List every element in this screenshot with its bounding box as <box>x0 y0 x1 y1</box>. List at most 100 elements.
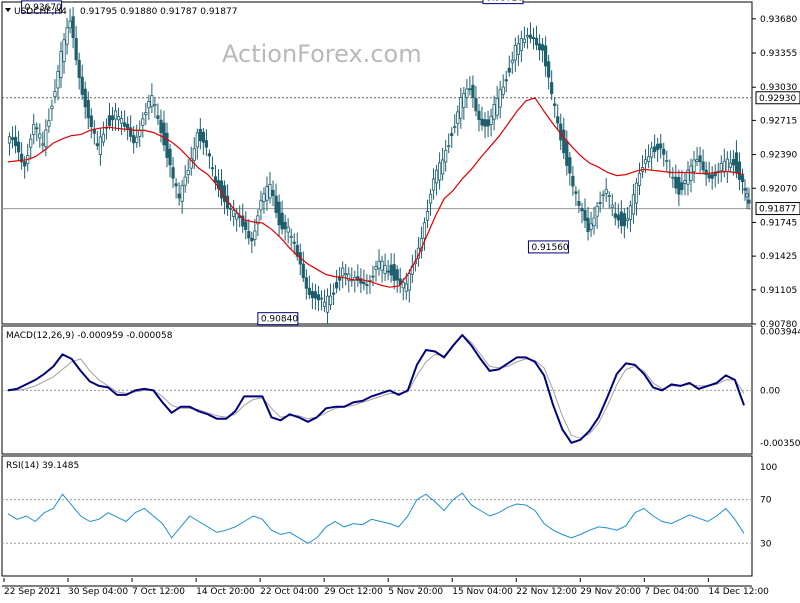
time-tick-label: 22 Nov 12:00 <box>516 587 577 597</box>
price-annotation: 0.91560 <box>527 240 569 254</box>
svg-text:0.92930: 0.92930 <box>759 94 796 104</box>
candle <box>501 74 505 99</box>
candle <box>747 187 751 210</box>
candle <box>656 137 660 163</box>
candle <box>531 27 536 50</box>
candle <box>165 122 169 168</box>
time-tick-label: 14 Dec 12:00 <box>708 587 769 597</box>
price-annotation: 0.93670 <box>21 0 63 14</box>
candle <box>250 231 254 254</box>
candle <box>110 107 115 132</box>
candle <box>322 289 327 312</box>
candle <box>434 164 439 196</box>
candle <box>441 147 445 181</box>
macd-tick-label: -0.003506 <box>760 439 800 449</box>
price-annotation: 0.90840 <box>257 312 299 326</box>
candle <box>335 269 339 294</box>
candle <box>116 107 121 132</box>
candle <box>26 143 30 172</box>
candle <box>486 110 490 138</box>
candle <box>398 267 402 294</box>
candle <box>456 105 460 136</box>
candle <box>183 165 187 193</box>
price-frame <box>1 1 753 325</box>
candle <box>662 142 666 167</box>
candle <box>29 133 33 160</box>
candle <box>438 152 442 190</box>
candle <box>465 79 469 108</box>
candle <box>177 182 181 206</box>
candle <box>468 76 472 96</box>
candle <box>547 54 551 90</box>
candle <box>35 122 39 142</box>
candle <box>522 26 527 48</box>
candle <box>450 127 454 148</box>
candle <box>583 198 587 228</box>
time-tick-label: 14 Oct 20:00 <box>196 587 255 597</box>
candle <box>492 95 496 131</box>
candle <box>592 206 596 235</box>
candle <box>259 190 263 221</box>
symbol-dropdown-icon[interactable] <box>5 8 11 12</box>
candle <box>713 164 717 188</box>
macd-title: MACD(12,26,9) -0.000959 -0.000058 <box>6 331 173 341</box>
candle <box>77 52 81 90</box>
candle <box>674 164 678 194</box>
price-tick-label: 0.91105 <box>760 286 797 296</box>
candle <box>577 189 581 213</box>
candle <box>268 171 272 204</box>
time-tick-label: 22 Oct 04:00 <box>260 587 319 597</box>
candle <box>653 134 657 159</box>
candle <box>719 155 723 183</box>
candle <box>41 131 45 152</box>
time-tick-label: 5 Nov 20:00 <box>388 587 443 597</box>
candle <box>104 118 109 140</box>
candle <box>216 169 221 198</box>
panel-frames <box>1 1 753 587</box>
candle <box>677 169 681 207</box>
candle <box>728 150 732 173</box>
candle <box>550 70 554 101</box>
time-tick-label: 29 Nov 20:00 <box>580 587 641 597</box>
candle <box>389 253 393 283</box>
candle <box>98 128 102 166</box>
watermark-layer: ActionForex.com <box>222 40 422 68</box>
candle <box>477 103 481 132</box>
signal-line <box>8 334 745 439</box>
macd-tick-label: 0.00 <box>760 386 780 396</box>
candle <box>113 103 118 131</box>
time-tick-label: 29 Oct 12:00 <box>324 587 383 597</box>
candle <box>298 243 302 276</box>
candle <box>453 114 457 134</box>
svg-text:0.91560: 0.91560 <box>531 243 568 253</box>
candle <box>631 184 636 224</box>
candle <box>574 186 578 206</box>
candle <box>580 202 584 224</box>
candle <box>395 265 399 293</box>
candle <box>659 133 663 159</box>
candle <box>516 35 520 66</box>
candle <box>219 169 224 206</box>
candle <box>689 158 693 193</box>
candle <box>707 161 711 183</box>
candle <box>74 25 78 66</box>
candle <box>232 199 236 227</box>
candle <box>710 166 714 190</box>
candle <box>253 218 257 247</box>
candle <box>229 202 233 222</box>
candle <box>316 285 321 312</box>
candle <box>680 170 684 196</box>
candle <box>419 226 424 259</box>
rsi-tick-label: 30 <box>760 539 772 549</box>
rsi-frame <box>1 455 753 577</box>
candle <box>265 176 269 211</box>
time-tick-label: 22 Sep 2021 <box>4 587 61 597</box>
candle <box>568 152 572 186</box>
macd-line <box>7 334 745 444</box>
candle <box>283 214 287 241</box>
candle <box>92 120 96 145</box>
candle <box>171 157 175 188</box>
candle <box>44 119 48 157</box>
candle <box>32 113 36 145</box>
candle <box>668 159 672 178</box>
